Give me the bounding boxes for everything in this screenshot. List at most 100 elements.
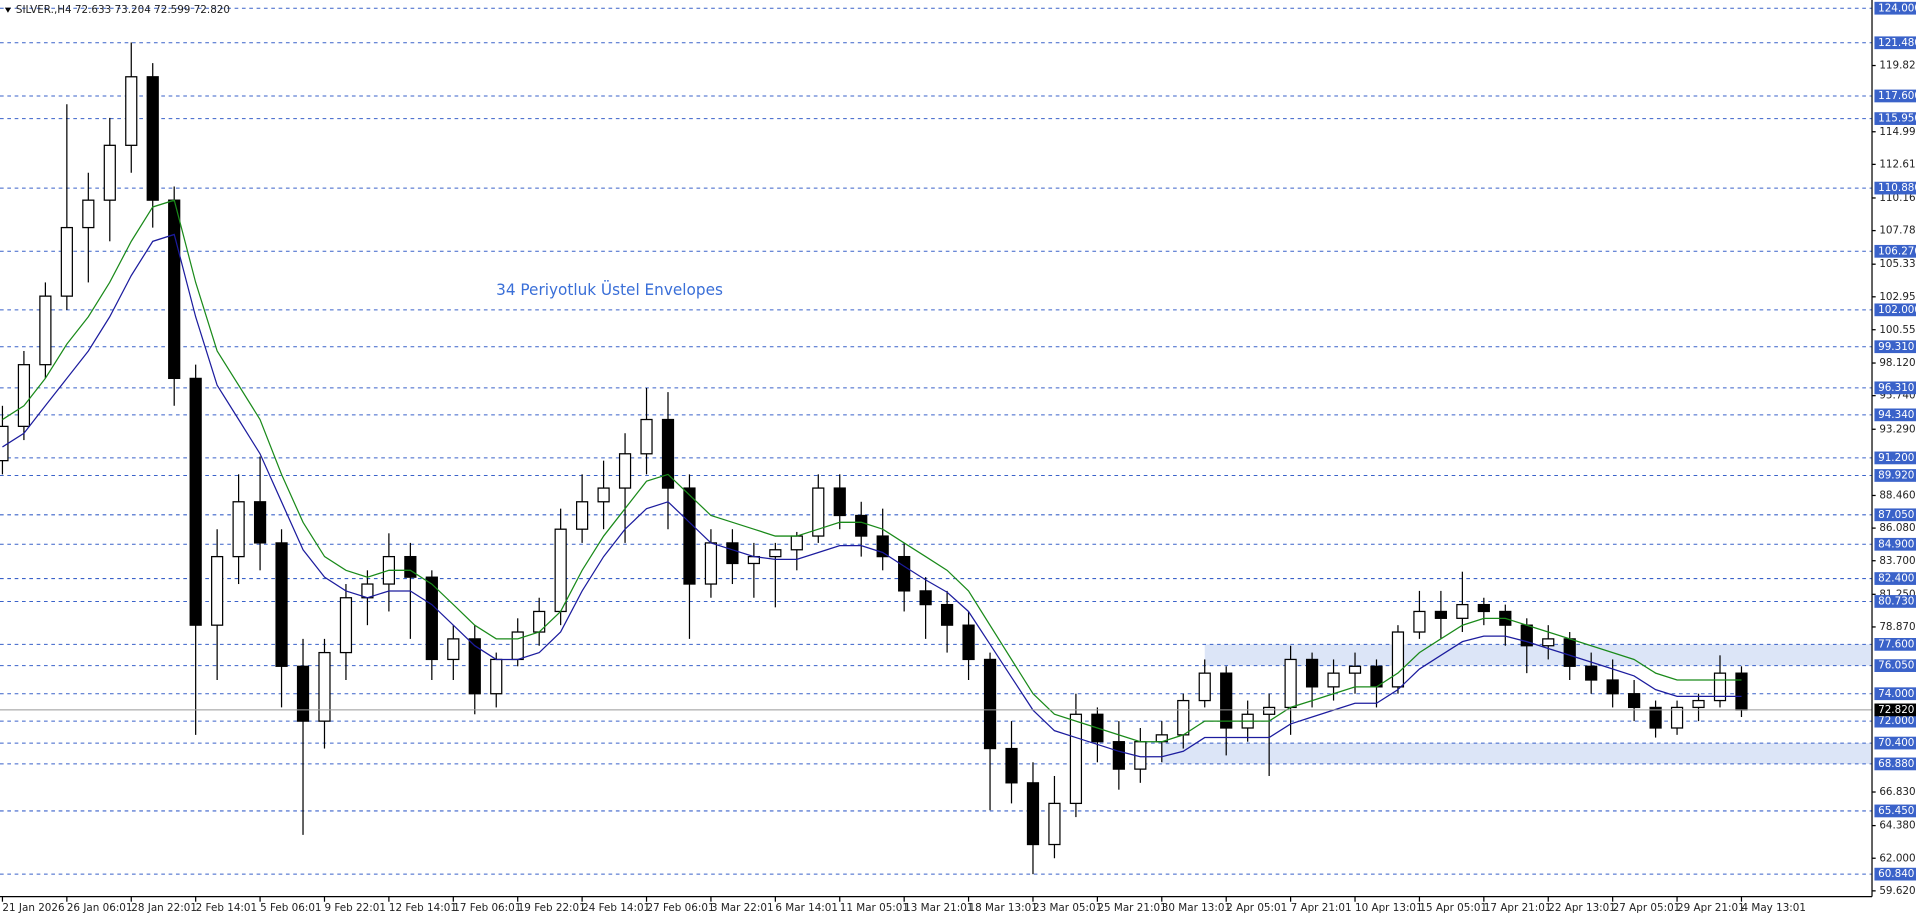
level-label: 117.600 (1878, 90, 1916, 102)
y-tick-label: 112.610 (1879, 158, 1916, 170)
y-tick-label: 86.080 (1879, 522, 1916, 534)
level-label-box (1874, 303, 1916, 317)
chart-title: SILVER.,H4 72.633 73.204 72.599 72.820 (16, 4, 230, 16)
level-label-box (1874, 469, 1916, 482)
candle-body (576, 501, 589, 530)
candle-body (1585, 665, 1598, 681)
x-tick-label: 27 Apr 05:01 (1613, 902, 1681, 914)
candle-body (60, 226, 73, 297)
level-label-box (1874, 408, 1916, 422)
level-label: 82.400 (1878, 572, 1915, 584)
level-label-box (1874, 757, 1916, 771)
y-tick-label: 102.950 (1879, 291, 1916, 303)
level-label-box (1874, 804, 1916, 818)
x-tick-label: 3 Mar 22:01 (711, 902, 774, 914)
candle-body (39, 295, 52, 366)
candle-body (1434, 610, 1448, 619)
y-tick-label: 93.290 (1879, 423, 1916, 435)
last-price-box (1874, 703, 1916, 717)
y-tick-label: 64.380 (1879, 819, 1916, 831)
candle-body (769, 549, 782, 558)
candle-body (318, 651, 331, 722)
y-tick-label: 88.460 (1879, 489, 1916, 501)
candle-body (1220, 672, 1233, 729)
level-label: 89.920 (1878, 469, 1915, 481)
x-tick-label: 15 Apr 05:01 (1419, 902, 1487, 914)
candle-body (1112, 741, 1125, 770)
candle-body (82, 199, 95, 229)
y-tick-label: 98.120 (1879, 357, 1916, 369)
envelope-line (2, 199, 1742, 743)
candle-body (1391, 631, 1405, 688)
level-label-box (1874, 687, 1916, 701)
level-label: 80.730 (1878, 595, 1915, 607)
x-tick-label: 21 Jan 2026 (2, 902, 64, 914)
y-tick-label: 110.160 (1879, 192, 1916, 204)
candle-body (1263, 706, 1276, 715)
level-label-box (1874, 508, 1916, 522)
level-label-box (1874, 36, 1916, 50)
level-label: 124.000 (1878, 2, 1916, 14)
candle-body (833, 487, 846, 517)
candle-body (1198, 672, 1211, 702)
x-tick-label: 18 Mar 13:01 (969, 902, 1038, 914)
menu-triangle (4, 7, 11, 13)
candle-body (168, 199, 181, 380)
candle-body (661, 418, 675, 489)
level-label: 99.310 (1878, 341, 1915, 353)
level-label-box (1874, 867, 1916, 881)
candle-body (339, 597, 353, 654)
candle-body (211, 555, 224, 626)
candle-body (232, 501, 245, 558)
candle-body (511, 631, 524, 661)
candle-body (1348, 665, 1362, 674)
candle-body (1628, 693, 1641, 709)
x-tick-label: 9 Feb 22:01 (324, 902, 385, 914)
level-label-box (1874, 572, 1916, 585)
candle-body (919, 590, 932, 606)
level-label-box (1874, 714, 1916, 728)
candle-body (189, 377, 202, 626)
y-tick-label: 66.830 (1879, 786, 1916, 798)
candle-body (1542, 638, 1555, 647)
candle-body (683, 487, 696, 585)
zones (1161, 644, 1873, 764)
x-tick-label: 30 Mar 13:01 (1162, 902, 1231, 914)
level-label: 91.200 (1878, 452, 1915, 464)
x-tick-label: 25 Mar 21:01 (1097, 902, 1166, 914)
x-tick-label: 26 Jan 06:01 (67, 902, 133, 914)
x-tick-label: 22 Apr 13:01 (1548, 902, 1616, 914)
level-label: 76.050 (1878, 659, 1915, 671)
level-label: 94.340 (1878, 409, 1915, 421)
x-tick-label: 17 Apr 21:01 (1484, 902, 1552, 914)
candle-body (597, 487, 610, 503)
level-label: 87.050 (1878, 509, 1915, 521)
candle-body (1735, 672, 1748, 711)
candle-body (425, 576, 438, 661)
candle-body (468, 638, 481, 695)
y-tick-label: 114.990 (1879, 126, 1916, 138)
candle-body (253, 501, 267, 544)
level-label-box (1874, 637, 1916, 651)
x-tick-label: 24 Feb 14:01 (582, 902, 650, 914)
candle-body (1670, 706, 1684, 729)
x-tick-label: 13 Mar 21:01 (904, 902, 973, 914)
candle-body (296, 665, 310, 722)
candle-body (1177, 699, 1190, 736)
level-label-box (1874, 181, 1916, 195)
x-tick-label: 17 Feb 06:01 (453, 902, 521, 914)
level-label: 60.840 (1878, 868, 1915, 880)
x-tick-label: 4 May 13:01 (1741, 902, 1806, 914)
candle-body (361, 583, 374, 599)
zone (1204, 644, 1873, 666)
level-label: 65.450 (1878, 805, 1915, 817)
candle-body (1413, 610, 1426, 633)
level-label-box (1874, 340, 1916, 354)
level-label: 96.310 (1878, 382, 1915, 394)
y-tick-label: 105.330 (1879, 258, 1916, 270)
x-tick-label: 23 Mar 05:01 (1033, 902, 1102, 914)
candle-body (103, 144, 116, 201)
level-label-box (1874, 537, 1916, 551)
